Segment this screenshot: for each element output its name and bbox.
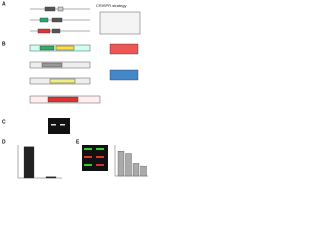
panel-letter: D <box>2 139 6 145</box>
panel-letter: A <box>2 1 6 7</box>
gel-image <box>48 118 70 134</box>
construct-diagrams <box>29 43 139 104</box>
bar <box>117 151 125 177</box>
bar <box>23 146 35 179</box>
bar <box>132 163 140 177</box>
panel-letter: C <box>2 119 6 125</box>
panel-title: CRISPR strategy <box>96 3 126 8</box>
bar-group <box>23 146 57 179</box>
bar-group <box>117 151 147 177</box>
bar <box>125 153 132 177</box>
figure: A CRISPR strategy B C D E <box>2 1 148 179</box>
gene-diagrams <box>30 6 141 35</box>
bar <box>45 176 57 179</box>
panel-letter: B <box>2 41 6 47</box>
western-blot <box>82 145 108 171</box>
bar <box>140 165 147 177</box>
panel-letter: E <box>76 139 80 145</box>
